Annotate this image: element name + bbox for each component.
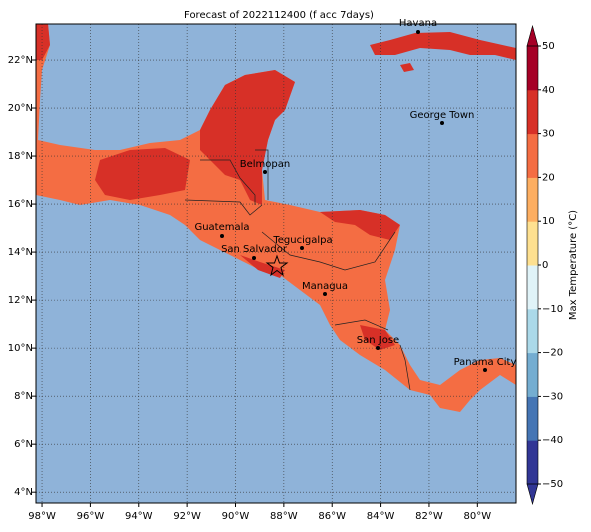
colorbar-label: Max Temperature (°C): [568, 210, 579, 320]
city-dot: [483, 368, 487, 372]
hot-region: [240, 255, 285, 278]
y-tick-label: 6°N: [14, 439, 33, 450]
hot-region: [200, 70, 295, 205]
colorbar-tick-label: −20: [542, 348, 563, 359]
border: [334, 319, 389, 331]
island: [400, 63, 414, 72]
x-tick-label: 84°W: [367, 511, 395, 522]
map-frame: [35, 23, 517, 504]
x-tick-label: 96°W: [77, 511, 105, 522]
colorbar-band: [527, 89, 538, 135]
colorbar-band: [527, 308, 538, 354]
colorbar-band: [527, 46, 538, 91]
colorbar-tick-label: 0: [542, 260, 548, 271]
cities: Havana George Town Belmopan Guatemala San Sa…: [194, 18, 516, 372]
city-label: San Salvador: [221, 244, 288, 255]
land: [36, 24, 516, 412]
colorbar-band: [527, 221, 538, 266]
border: [399, 344, 411, 391]
colorbar-extend: [526, 483, 539, 506]
colorbar-band: [527, 133, 538, 178]
hot-region: [95, 148, 190, 200]
y-tick-label: 12°N: [8, 295, 33, 306]
colorbar-tick-label: 20: [542, 172, 555, 183]
border: [200, 159, 256, 205]
colorbar-tick-label: 40: [542, 85, 555, 96]
star-marker: [265, 254, 289, 277]
border: [184, 199, 263, 216]
x-tick-label: 90°W: [222, 511, 250, 522]
colorbar-tick-label: 50: [542, 41, 555, 52]
y-tick-label: 18°N: [8, 151, 33, 162]
colorbar-tick-label: 30: [542, 129, 555, 140]
x-tick-label: 80°W: [463, 511, 491, 522]
hot-region: [360, 325, 395, 350]
y-tick-label: 20°N: [8, 103, 33, 114]
city-label: San Jose: [357, 335, 399, 346]
hot-region: [36, 24, 50, 60]
border: [261, 231, 396, 271]
y-tick-label: 14°N: [8, 247, 33, 258]
x-tick-label: 82°W: [415, 511, 443, 522]
border: [255, 149, 269, 200]
hot-region: [320, 210, 400, 240]
mainland: [36, 24, 516, 412]
title: Forecast of 2022112400 (f acc 7days): [184, 10, 374, 21]
x-tick-label: 94°W: [125, 511, 153, 522]
x-tick-label: 86°W: [318, 511, 346, 522]
colorbar-band: [527, 352, 538, 397]
colorbar-tick-label: 10: [542, 216, 555, 227]
cuba: [370, 32, 516, 60]
city-dot: [376, 346, 380, 350]
city-label: Guatemala: [194, 222, 249, 233]
city-dot: [220, 234, 224, 238]
city-label: Belmopan: [240, 159, 290, 170]
x-tick-label: 88°W: [270, 511, 298, 522]
x-tick-label: 98°W: [28, 511, 56, 522]
y-tick-label: 16°N: [8, 199, 33, 210]
colorbar-band: [527, 396, 538, 441]
colorbar-band: [527, 440, 538, 485]
x-tick-label: 92°W: [173, 511, 201, 522]
city-label: Havana: [399, 18, 437, 29]
grid: [36, 24, 516, 503]
colorbar: 50 40 30 20 10 0 −10 −20 −30 −40 −50: [526, 24, 563, 506]
colorbar-extend: [526, 24, 539, 47]
colorbar-tick-label: −40: [542, 435, 563, 446]
city-dot: [263, 170, 267, 174]
city-label: Managua: [302, 281, 348, 292]
city-label: Panama City: [454, 357, 517, 368]
y-tick-label: 10°N: [8, 343, 33, 354]
colorbar-tick-label: −10: [542, 304, 563, 315]
colorbar-tick-label: −30: [542, 391, 563, 402]
city-dot: [252, 256, 256, 260]
colorbar-tick-label: −50: [542, 479, 563, 490]
y-tick-label: 22°N: [8, 55, 33, 66]
city-dot: [300, 246, 304, 250]
city-dot: [416, 30, 420, 34]
y-tick-label: 4°N: [14, 487, 33, 498]
colorbar-band: [527, 177, 538, 222]
y-tick-label: 8°N: [14, 391, 33, 402]
city-dot: [440, 121, 444, 125]
city-label: Tegucigalpa: [272, 235, 332, 246]
city-dot: [323, 292, 327, 296]
colorbar-band: [527, 265, 538, 310]
city-label: George Town: [410, 110, 475, 121]
